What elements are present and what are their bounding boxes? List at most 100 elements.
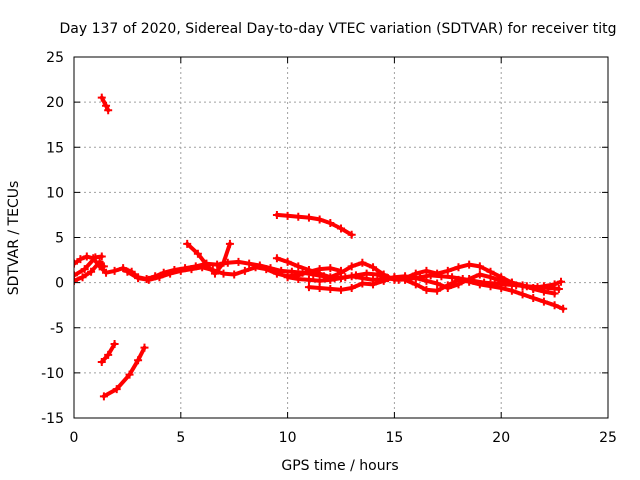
data-point — [369, 263, 378, 272]
data-point — [362, 269, 371, 278]
data-point — [422, 285, 431, 294]
y-tick-label: 15 — [46, 140, 64, 156]
data-point — [347, 284, 356, 293]
data-point — [104, 350, 113, 359]
data-point — [304, 213, 313, 222]
data-point — [78, 273, 87, 282]
data-point — [304, 265, 313, 274]
data-point — [97, 93, 106, 102]
data-point — [140, 343, 149, 352]
x-tick-label: 15 — [385, 430, 403, 446]
data-point — [272, 269, 281, 278]
data-point — [283, 211, 292, 220]
data-point — [80, 265, 89, 274]
data-point — [529, 293, 538, 302]
data-point — [95, 257, 104, 266]
data-point — [104, 106, 113, 115]
data-point — [283, 257, 292, 266]
x-tick-label: 5 — [176, 430, 185, 446]
x-axis-label: GPS time / hours — [281, 458, 398, 474]
data-point — [539, 287, 548, 296]
data-point — [230, 270, 239, 279]
y-axis-label: SDTVAR / TECUs — [6, 181, 22, 296]
data-point — [433, 279, 442, 288]
data-point — [518, 290, 527, 299]
data-point — [144, 275, 153, 284]
data-point — [74, 276, 78, 285]
data-point — [183, 239, 192, 248]
data-point — [193, 249, 202, 258]
grid — [74, 57, 608, 418]
data-point — [272, 210, 281, 219]
data-point — [550, 289, 559, 298]
data-point — [326, 284, 335, 293]
series-track-h — [304, 273, 568, 313]
data-point — [110, 266, 119, 275]
data-point — [123, 267, 132, 276]
series-track-l — [99, 343, 149, 401]
data-point — [475, 262, 484, 271]
data-point — [454, 263, 463, 272]
data-point — [74, 259, 78, 268]
series-track-c — [74, 252, 106, 280]
data-point — [119, 264, 128, 273]
data-point — [97, 252, 106, 261]
data-point — [465, 260, 474, 269]
y-tick-label: 5 — [55, 231, 64, 247]
data-point — [198, 263, 207, 272]
data-point — [433, 269, 442, 278]
data-point — [465, 277, 474, 286]
data-point — [347, 230, 356, 239]
data-point — [76, 255, 85, 264]
data-point — [422, 266, 431, 275]
data-point — [550, 301, 559, 310]
data-point — [125, 370, 134, 379]
data-point — [102, 101, 111, 110]
data-point — [219, 258, 228, 267]
data-point — [401, 275, 410, 284]
y-tick-label: 0 — [55, 276, 64, 292]
data-point — [245, 259, 254, 268]
data-point — [518, 281, 527, 290]
y-tick-label: -5 — [50, 321, 64, 337]
data-point — [240, 266, 249, 275]
data-point — [337, 274, 345, 283]
data-point — [559, 304, 568, 313]
y-tick-label: 25 — [46, 50, 64, 66]
data-point — [448, 273, 457, 282]
data-point — [102, 268, 111, 277]
data-point — [166, 269, 175, 278]
data-point — [99, 392, 108, 401]
data-point — [294, 275, 303, 284]
x-tick-label: 10 — [279, 430, 297, 446]
chart-title: Day 137 of 2020, Sidereal Day-to-day VTE… — [60, 21, 617, 37]
data-point — [486, 273, 495, 282]
data-point — [74, 271, 78, 280]
x-tick-label: 25 — [599, 430, 617, 446]
data-point — [486, 282, 495, 291]
data-point — [443, 266, 452, 275]
data-point — [443, 281, 452, 290]
data-point — [155, 273, 164, 282]
data-point — [176, 266, 185, 275]
axis-ticks: 0 5 10 15 20 25 -15 -10 -5 0 5 10 15 20 25 — [41, 50, 617, 446]
data-point — [358, 279, 367, 288]
data-point — [234, 257, 243, 266]
data-point — [187, 265, 196, 274]
data-point — [337, 285, 345, 294]
data-point — [294, 212, 303, 221]
data-point — [326, 264, 335, 273]
y-tick-label: -10 — [41, 366, 64, 382]
data-point — [134, 274, 143, 283]
y-tick-label: 10 — [46, 185, 64, 201]
data-point — [475, 280, 484, 289]
data-point — [411, 280, 420, 289]
data-point — [315, 215, 324, 224]
data-point — [422, 276, 431, 285]
data-point — [99, 262, 108, 271]
data-point — [369, 280, 378, 289]
data-point — [97, 358, 106, 367]
data-point — [110, 339, 119, 348]
series-track-k — [97, 339, 119, 367]
